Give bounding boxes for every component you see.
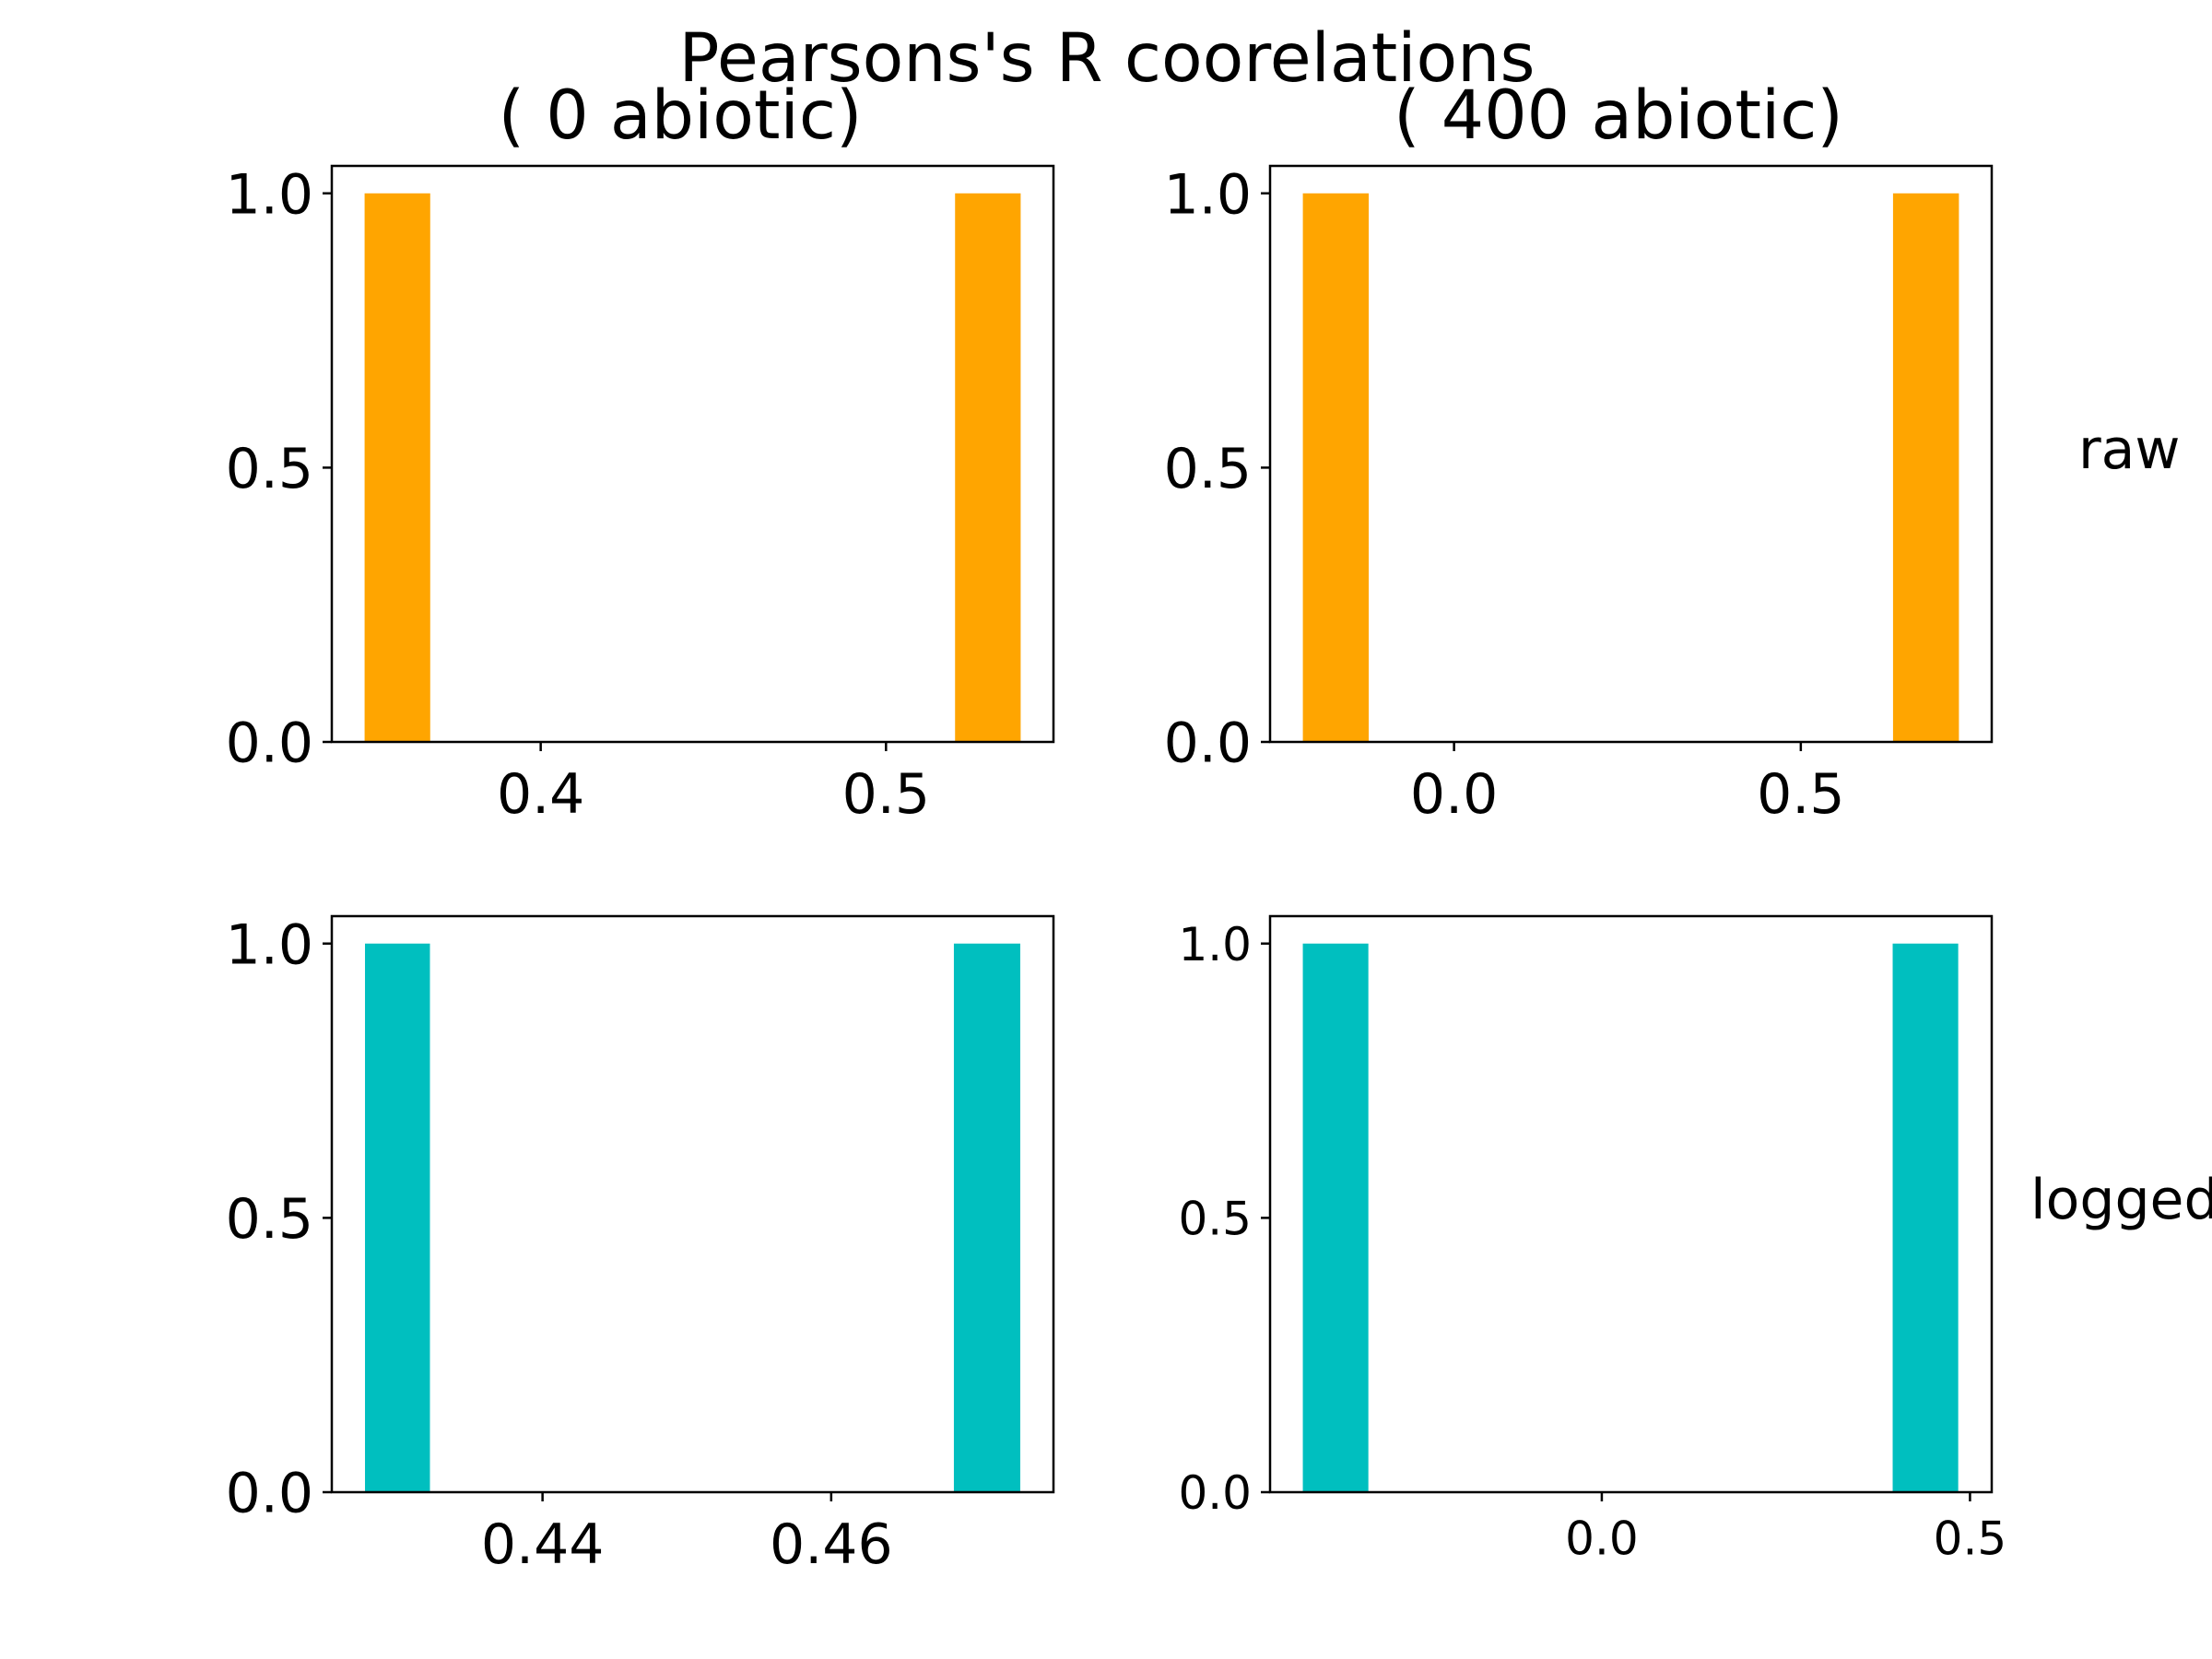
x-tick-label: 0.46 <box>770 1512 893 1577</box>
axes-frame <box>330 164 1055 744</box>
x-tick-label: 0.4 <box>497 762 584 827</box>
y-tick-label: 0.0 <box>1178 1466 1252 1520</box>
axes-frame <box>330 914 1055 1494</box>
y-tick-label: 0.0 <box>226 712 313 776</box>
subplot-0-0: ( 0 abiotic) 0.0 0.5 1.0 0.4 0.5 <box>226 76 1055 827</box>
y-tick-label: 0.5 <box>226 1187 313 1252</box>
histogram-bar <box>1302 943 1369 1492</box>
histogram-bar <box>1892 193 1959 742</box>
histogram-bar <box>955 193 1021 742</box>
row-label-raw: raw <box>2078 418 2181 482</box>
figure-suptitle: Pearsons's R coorelations <box>679 19 1535 98</box>
histogram-bar <box>1302 193 1370 742</box>
y-tick-label: 0.5 <box>1178 1192 1252 1245</box>
x-tick-label: 0.5 <box>842 762 930 827</box>
histogram-bar <box>1892 943 1959 1492</box>
y-tick-label: 1.0 <box>226 912 313 977</box>
subplot-0-1: ( 400 abiotic) raw 0.0 0.5 1.0 0.0 0.5 <box>1164 76 2181 827</box>
subplot-1-0: 0.0 0.5 1.0 0.44 0.46 <box>226 912 1055 1577</box>
subplot-title: ( 0 abiotic) <box>499 76 863 155</box>
histogram-bar <box>953 943 1020 1492</box>
x-tick-label: 0.44 <box>481 1512 605 1577</box>
x-tick-label: 0.0 <box>1410 762 1498 827</box>
y-tick-label: 0.5 <box>1164 437 1252 501</box>
x-tick-label: 0.0 <box>1565 1512 1639 1566</box>
histogram-bar <box>364 193 430 742</box>
subplot-1-1: logged 0.0 0.5 1.0 0.0 0.5 <box>1178 914 2212 1566</box>
subplot-title: ( 400 abiotic) <box>1394 76 1843 155</box>
y-tick-label: 1.0 <box>226 162 313 227</box>
x-tick-label: 0.5 <box>1934 1512 2007 1566</box>
x-tick-label: 0.5 <box>1757 762 1844 827</box>
y-tick-label: 0.5 <box>226 437 313 501</box>
y-tick-label: 0.0 <box>226 1462 313 1526</box>
y-tick-label: 1.0 <box>1164 162 1252 227</box>
axes-frame <box>1268 164 1994 744</box>
row-label-logged: logged <box>2030 1168 2212 1232</box>
y-tick-label: 1.0 <box>1178 918 1252 971</box>
histogram-bar <box>365 943 430 1492</box>
y-tick-label: 0.0 <box>1164 712 1252 776</box>
axes-frame <box>1268 914 1994 1494</box>
